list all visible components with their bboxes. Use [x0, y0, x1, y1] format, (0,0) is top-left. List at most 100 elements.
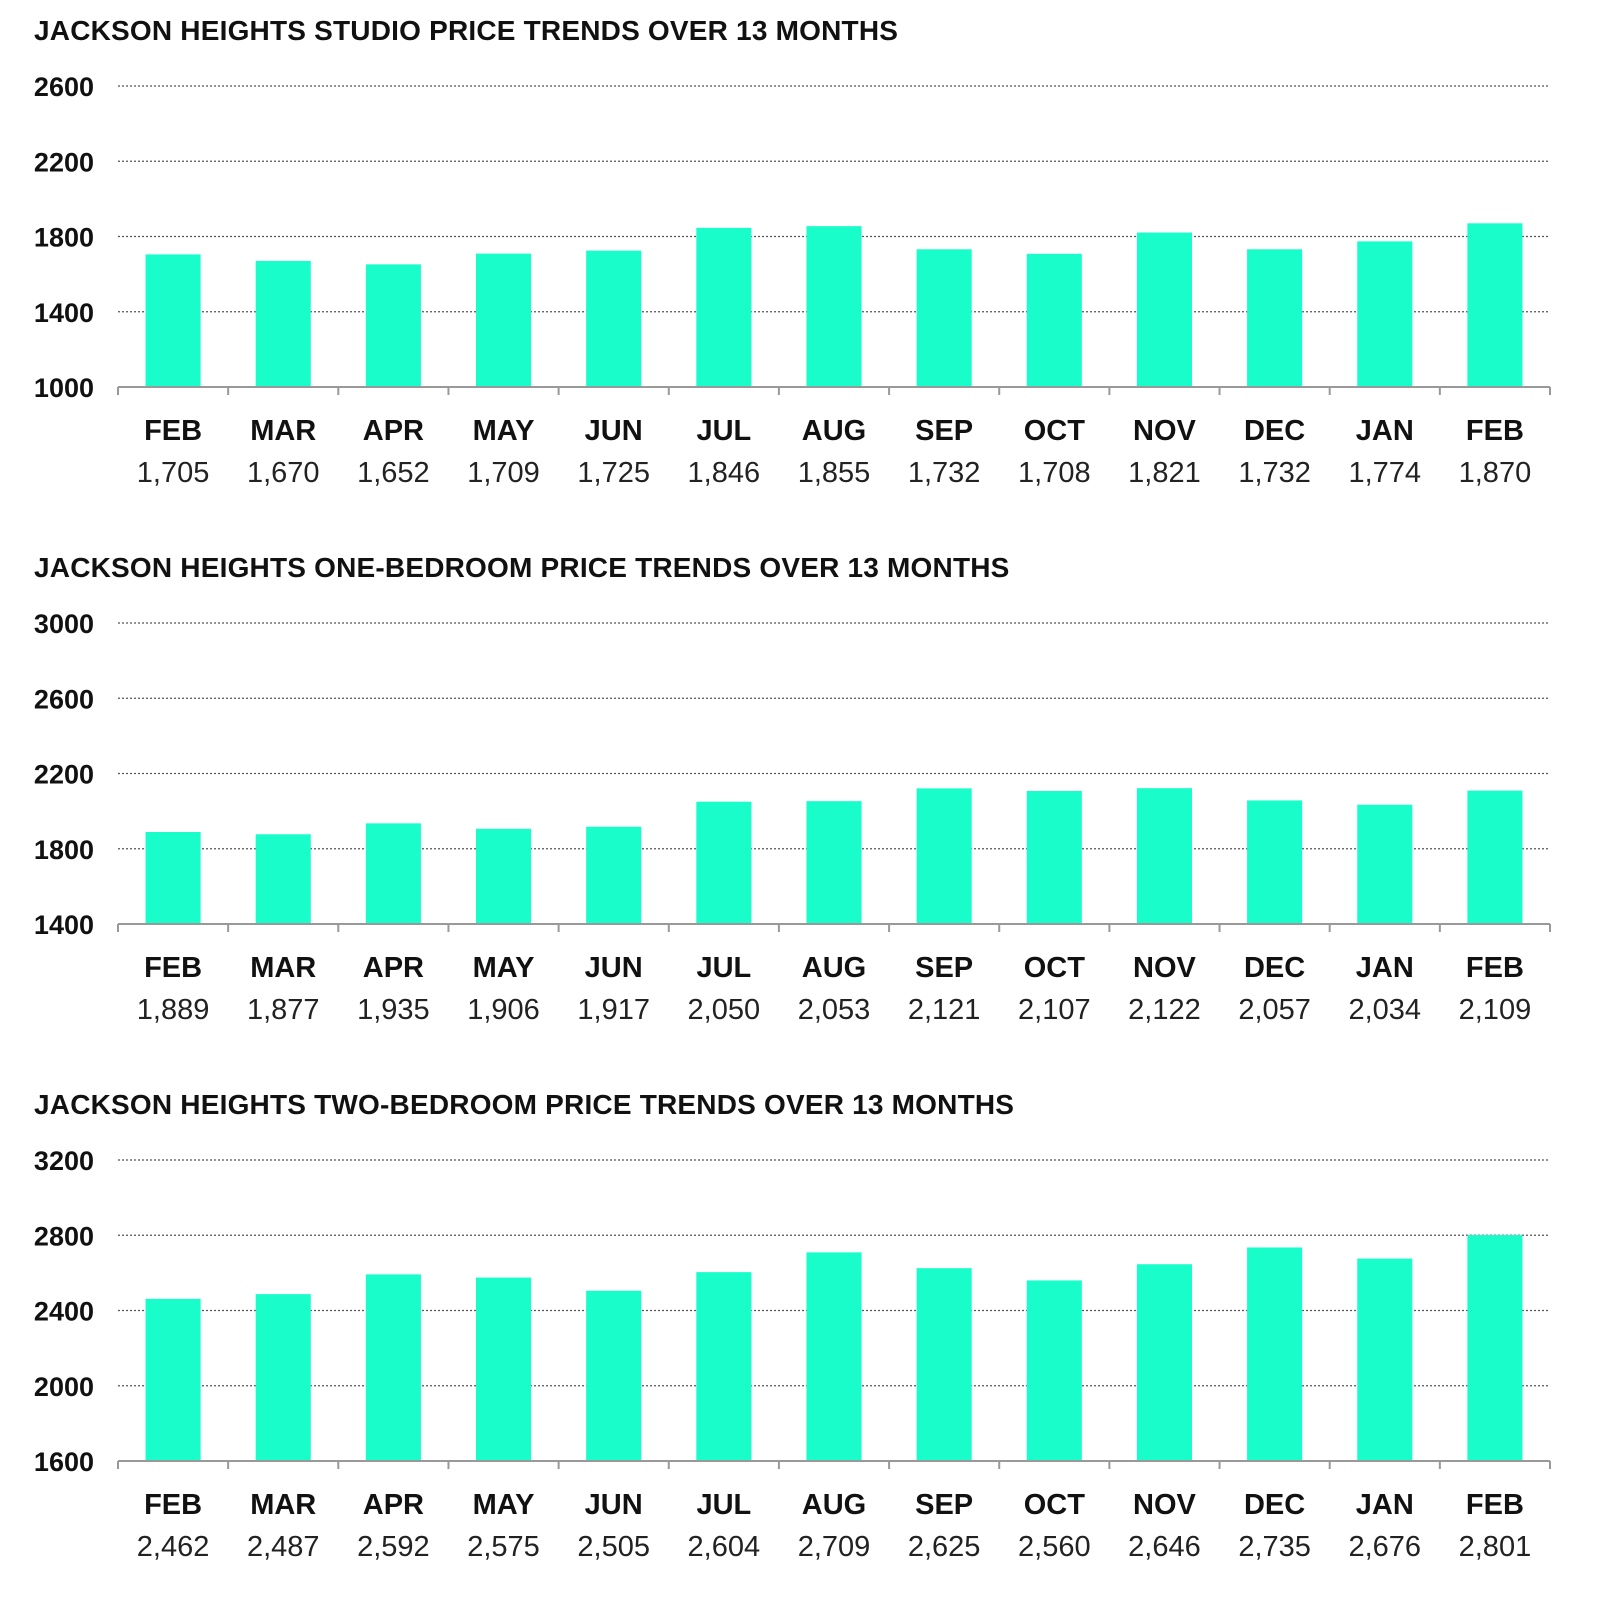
y-tick-label: 1600 [34, 1447, 94, 1477]
category-label: FEB [144, 415, 202, 447]
category-label: OCT [1024, 952, 1086, 984]
one-bedroom-chart-panel: JACKSON HEIGHTS ONE-BEDROOM PRICE TRENDS… [0, 537, 1600, 1067]
bar [476, 253, 532, 387]
bar [586, 826, 642, 924]
bar [365, 1274, 421, 1461]
bar [1136, 232, 1192, 387]
y-tick-label: 1400 [34, 910, 94, 940]
bar [1247, 1247, 1303, 1461]
value-label: 2,057 [1238, 994, 1311, 1026]
value-label: 1,705 [137, 457, 210, 489]
category-label: AUG [802, 952, 866, 984]
value-label: 2,487 [247, 1531, 320, 1563]
y-tick-label: 2000 [34, 1372, 94, 1402]
bar [586, 1290, 642, 1461]
value-label: 1,846 [688, 457, 761, 489]
y-tick-label: 3200 [34, 1146, 94, 1176]
bar [696, 801, 752, 924]
category-label: APR [363, 1489, 424, 1521]
category-label: FEB [1466, 415, 1524, 447]
value-label: 2,050 [688, 994, 761, 1026]
bar [1026, 253, 1082, 387]
bar [1357, 804, 1413, 924]
y-tick-label: 1800 [34, 223, 94, 253]
category-label: SEP [915, 952, 973, 984]
value-label: 2,462 [137, 1531, 210, 1563]
value-label: 2,575 [467, 1531, 540, 1563]
studio-chart: JACKSON HEIGHTS STUDIO PRICE TRENDS OVER… [34, 15, 1551, 489]
y-tick-label: 1400 [34, 298, 94, 328]
chart-title: JACKSON HEIGHTS TWO-BEDROOM PRICE TRENDS… [34, 1089, 1014, 1120]
category-label: JUL [696, 1489, 751, 1521]
category-label: MAR [250, 415, 316, 447]
bar [1357, 1258, 1413, 1461]
bar [255, 260, 311, 387]
category-label: FEB [144, 1489, 202, 1521]
bar [476, 1277, 532, 1461]
category-label: NOV [1133, 415, 1197, 447]
value-label: 2,676 [1348, 1531, 1421, 1563]
bar [916, 788, 972, 924]
bar [365, 823, 421, 924]
value-label: 1,709 [467, 457, 540, 489]
bar [145, 1298, 201, 1461]
bar [1247, 800, 1303, 924]
bar [1467, 223, 1523, 387]
bar [145, 254, 201, 387]
category-label: APR [363, 415, 424, 447]
bar [1467, 1235, 1523, 1461]
value-label: 2,592 [357, 1531, 430, 1563]
value-label: 1,732 [908, 457, 981, 489]
bar [1467, 790, 1523, 924]
value-label: 2,505 [577, 1531, 650, 1563]
chart-title: JACKSON HEIGHTS STUDIO PRICE TRENDS OVER… [34, 15, 898, 46]
category-label: MAR [250, 952, 316, 984]
bar [1357, 241, 1413, 387]
two-bedroom-chart-panel: JACKSON HEIGHTS TWO-BEDROOM PRICE TRENDS… [0, 1074, 1600, 1604]
value-label: 1,906 [467, 994, 540, 1026]
category-label: NOV [1133, 952, 1197, 984]
y-tick-label: 3000 [34, 609, 94, 639]
category-label: SEP [915, 1489, 973, 1521]
bar [806, 801, 862, 924]
value-label: 1,670 [247, 457, 320, 489]
category-label: OCT [1024, 415, 1086, 447]
bar [806, 226, 862, 387]
bar [806, 1252, 862, 1461]
bar [1136, 788, 1192, 924]
category-label: JAN [1356, 1489, 1414, 1521]
value-label: 1,877 [247, 994, 320, 1026]
value-label: 2,735 [1238, 1531, 1311, 1563]
y-tick-label: 1000 [34, 373, 94, 403]
category-label: JAN [1356, 952, 1414, 984]
bar [1026, 790, 1082, 924]
value-label: 1,652 [357, 457, 430, 489]
category-label: OCT [1024, 1489, 1086, 1521]
one-bedroom-chart: JACKSON HEIGHTS ONE-BEDROOM PRICE TRENDS… [34, 552, 1551, 1026]
category-label: FEB [1466, 952, 1524, 984]
value-label: 2,121 [908, 994, 981, 1026]
bar [1136, 1264, 1192, 1461]
y-tick-label: 2200 [34, 147, 94, 177]
bar [255, 834, 311, 924]
bar [696, 227, 752, 387]
y-tick-label: 2600 [34, 684, 94, 714]
value-label: 2,107 [1018, 994, 1091, 1026]
category-label: DEC [1244, 1489, 1305, 1521]
category-label: AUG [802, 415, 866, 447]
value-label: 2,560 [1018, 1531, 1091, 1563]
category-label: JUN [585, 1489, 643, 1521]
value-label: 2,625 [908, 1531, 981, 1563]
bar [586, 250, 642, 387]
value-label: 2,122 [1128, 994, 1201, 1026]
category-label: MAY [473, 1489, 535, 1521]
value-label: 2,801 [1459, 1531, 1532, 1563]
value-label: 1,708 [1018, 457, 1091, 489]
category-label: JAN [1356, 415, 1414, 447]
category-label: NOV [1133, 1489, 1197, 1521]
value-label: 2,034 [1348, 994, 1421, 1026]
value-label: 1,889 [137, 994, 210, 1026]
value-label: 1,732 [1238, 457, 1311, 489]
category-label: JUL [696, 952, 751, 984]
